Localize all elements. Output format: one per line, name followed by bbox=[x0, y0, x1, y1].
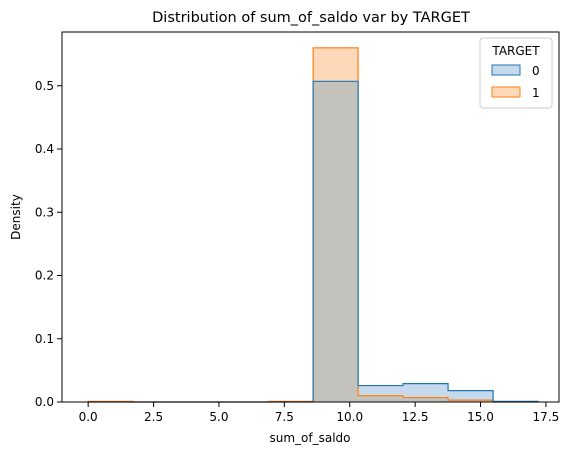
bar-fill-excess bbox=[403, 383, 449, 398]
x-tick-label: 10.0 bbox=[336, 410, 363, 424]
bar-fill-excess bbox=[313, 47, 359, 82]
y-tick-label: 0.2 bbox=[35, 269, 54, 283]
y-tick-label: 0.3 bbox=[35, 205, 54, 219]
plot-frame bbox=[61, 31, 560, 403]
x-tick-label: 15.0 bbox=[467, 410, 494, 424]
y-axis-label: Density bbox=[9, 194, 23, 240]
bar-fill-overlap bbox=[358, 395, 404, 402]
legend-label-0: 0 bbox=[532, 64, 540, 78]
x-tick-label: 2.5 bbox=[144, 410, 163, 424]
x-tick-label: 17.5 bbox=[533, 410, 560, 424]
legend-swatch-1 bbox=[491, 86, 521, 98]
x-axis-ticks: 0.0 2.5 5.0 7.5 10.0 12.5 15.0 17.5 bbox=[79, 402, 560, 424]
bar-fill-overlap bbox=[448, 400, 494, 402]
legend-label-1: 1 bbox=[532, 86, 540, 100]
series-0-outline bbox=[88, 80, 539, 403]
legend-swatch-0 bbox=[491, 64, 521, 76]
x-tick-label: 5.0 bbox=[209, 410, 228, 424]
y-tick-label: 0.0 bbox=[35, 395, 54, 409]
x-tick-label: 0.0 bbox=[79, 410, 98, 424]
x-tick-label: 12.5 bbox=[402, 410, 429, 424]
y-tick-label: 0.1 bbox=[35, 332, 54, 346]
histogram-bars bbox=[87, 47, 539, 403]
bar-fill-excess bbox=[358, 385, 404, 396]
legend: TARGET 0 1 bbox=[479, 37, 553, 109]
y-axis-ticks: 0.0 0.1 0.2 0.3 0.4 0.5 bbox=[35, 79, 62, 409]
x-axis-label: sum_of_saldo bbox=[269, 431, 350, 445]
legend-title: TARGET bbox=[491, 44, 540, 58]
y-tick-label: 0.4 bbox=[35, 142, 54, 156]
bar-fill-excess bbox=[448, 390, 494, 401]
x-tick-label: 7.5 bbox=[275, 410, 294, 424]
chart-title: Distribution of sum_of_saldo var by TARG… bbox=[152, 10, 470, 26]
bar-fill-overlap bbox=[313, 81, 359, 402]
y-tick-label: 0.5 bbox=[35, 79, 54, 93]
bar-fill-overlap bbox=[403, 397, 449, 402]
